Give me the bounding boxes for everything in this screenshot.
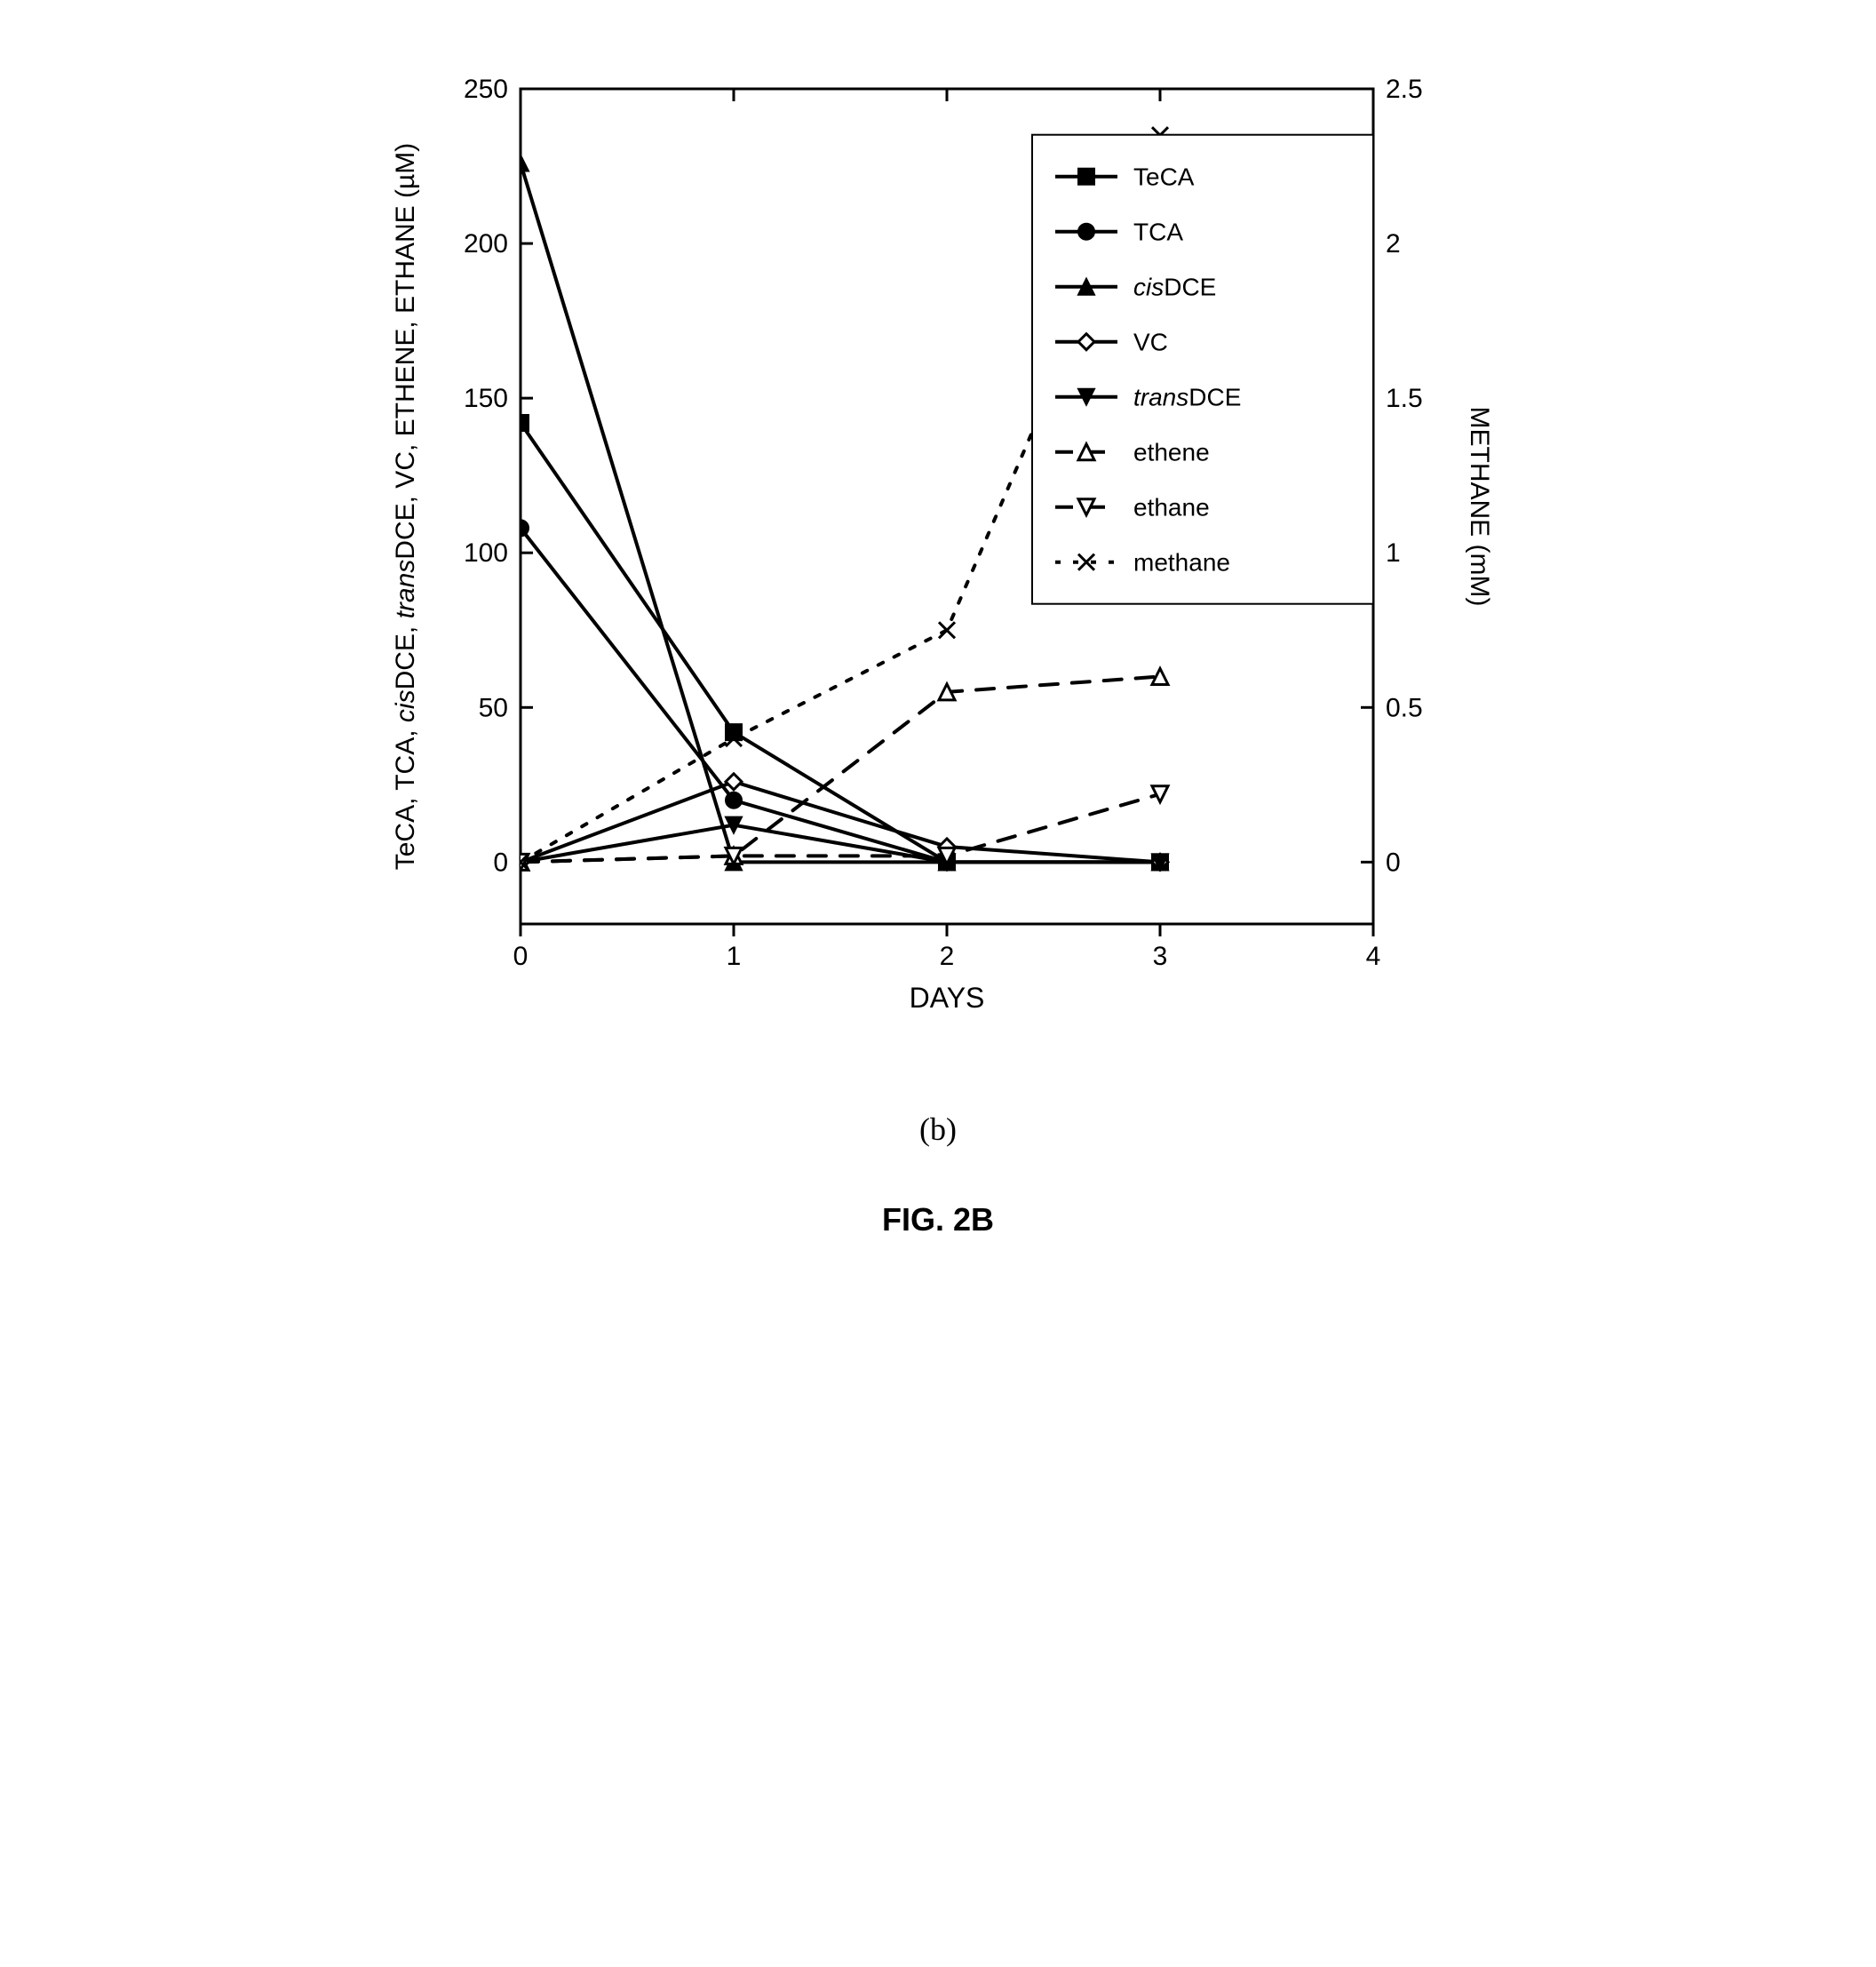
svg-text:1: 1 bbox=[727, 942, 742, 971]
svg-text:METHANE (mM): METHANE (mM) bbox=[1465, 407, 1494, 607]
svg-text:0: 0 bbox=[493, 848, 508, 877]
svg-text:ethene: ethene bbox=[1133, 439, 1210, 466]
svg-text:1.5: 1.5 bbox=[1386, 384, 1423, 413]
svg-text:VC: VC bbox=[1133, 329, 1168, 356]
figure-container: 0 1 2 3 4 DAYS 0 50 100 150 200 250 TeCA, TCA, cisDC… bbox=[316, 36, 1560, 1238]
svg-text:2: 2 bbox=[1386, 229, 1401, 259]
svg-text:2.5: 2.5 bbox=[1386, 75, 1423, 104]
svg-text:0: 0 bbox=[513, 942, 529, 971]
svg-text:transDCE: transDCE bbox=[1133, 384, 1241, 411]
svg-text:cisDCE: cisDCE bbox=[1133, 274, 1216, 301]
svg-text:200: 200 bbox=[464, 229, 508, 259]
svg-text:1: 1 bbox=[1386, 538, 1401, 568]
svg-text:ethane: ethane bbox=[1133, 494, 1210, 522]
svg-text:250: 250 bbox=[464, 75, 508, 104]
svg-text:2: 2 bbox=[940, 942, 955, 971]
svg-text:150: 150 bbox=[464, 384, 508, 413]
svg-text:0.5: 0.5 bbox=[1386, 693, 1423, 722]
svg-text:TeCA, TCA, cisDCE, transDCE, V: TeCA, TCA, cisDCE, transDCE, VC, ETHENE,… bbox=[391, 143, 420, 871]
svg-text:DAYS: DAYS bbox=[910, 982, 985, 1014]
svg-text:50: 50 bbox=[479, 693, 508, 722]
svg-text:TeCA: TeCA bbox=[1133, 163, 1195, 191]
svg-text:4: 4 bbox=[1366, 942, 1381, 971]
chart-svg: 0 1 2 3 4 DAYS 0 50 100 150 200 250 TeCA, TCA, cisDC… bbox=[316, 36, 1560, 1102]
svg-text:0: 0 bbox=[1386, 848, 1401, 877]
figure-caption: FIG. 2B bbox=[316, 1201, 1560, 1238]
svg-text:3: 3 bbox=[1153, 942, 1168, 971]
svg-text:TCA: TCA bbox=[1133, 219, 1183, 246]
chart: 0 1 2 3 4 DAYS 0 50 100 150 200 250 TeCA, TCA, cisDC… bbox=[316, 36, 1560, 1102]
svg-text:100: 100 bbox=[464, 538, 508, 568]
svg-text:methane: methane bbox=[1133, 549, 1230, 577]
subplot-label: (b) bbox=[316, 1111, 1560, 1148]
